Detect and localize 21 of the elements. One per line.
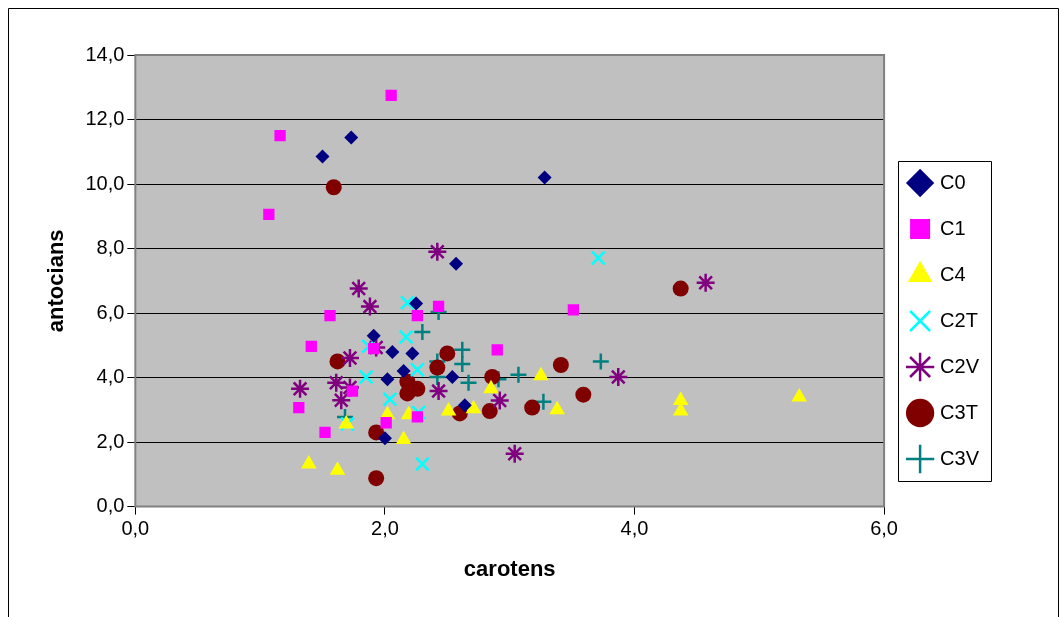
x-tick-label: 6,0 [870, 517, 898, 540]
y-axis-title: antocians [43, 229, 69, 333]
legend-label: C1 [940, 216, 966, 239]
x-axis-title: carotens [463, 555, 556, 581]
x-tick-label: 0,0 [121, 517, 150, 540]
legend-label: C3V [940, 446, 980, 469]
y-tick-label: 14,0 [85, 42, 125, 65]
legend-label: C2V [940, 354, 980, 377]
y-tick-label: 10,0 [85, 171, 125, 194]
legend-label: C0 [940, 170, 966, 193]
x-tick-label: 4,0 [620, 517, 649, 540]
y-tick-label: 8,0 [96, 236, 125, 259]
y-tick-label: 0,0 [96, 494, 125, 517]
x-tick-label: 2,0 [371, 517, 399, 540]
y-tick-label: 6,0 [96, 300, 125, 323]
y-tick-label: 12,0 [85, 107, 125, 130]
legend-label: C2T [940, 308, 978, 331]
y-tick-label: 2,0 [96, 429, 125, 452]
legend-label: C3T [940, 400, 978, 423]
legend-label: C4 [940, 262, 966, 285]
y-tick-label: 4,0 [96, 365, 125, 388]
